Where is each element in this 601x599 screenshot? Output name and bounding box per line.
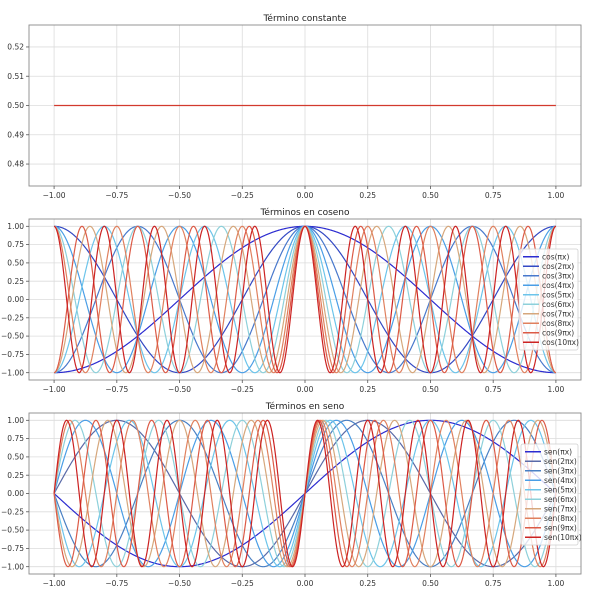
x-tick-label: 0.00 [297, 579, 314, 588]
y-tick-label: 1.00 [7, 222, 24, 231]
series-lines [53, 419, 557, 568]
x-tick-label: 0.75 [485, 385, 502, 394]
legend-label: sen(4πx) [544, 476, 577, 485]
x-axis-ticks: −1.00 −0.75 −0.50 −0.25 0.00 0.25 0.50 0.75 1.00 [43, 380, 565, 394]
y-tick-label: 0.75 [7, 434, 24, 443]
x-tick-label: −0.50 [168, 385, 191, 394]
y-tick-label: 0.75 [7, 240, 24, 249]
y-tick-label: 0.51 [7, 72, 24, 81]
y-tick-label: 0.00 [7, 489, 24, 498]
x-tick-label: −0.25 [231, 191, 254, 200]
legend: cos(πx)cos(2πx)cos(3πx)cos(4πx)cos(5πx)c… [518, 248, 579, 351]
x-tick-label: 0.25 [359, 385, 376, 394]
legend-label: sen(6πx) [544, 495, 577, 504]
x-tick-label: 0.50 [422, 191, 439, 200]
legend-label: sen(8πx) [544, 514, 577, 523]
legend: sen(πx)sen(2πx)sen(3πx)sen(4πx)sen(5πx)s… [520, 443, 582, 546]
legend-label: cos(7πx) [542, 309, 574, 318]
subplot-sine-terms: Términos en seno −1.00 −0.75 −0.50 −0.25 0.00… [1, 401, 582, 588]
y-tick-label: −0.50 [1, 332, 24, 341]
y-tick-label: −1.00 [1, 368, 24, 377]
y-tick-label: 0.00 [7, 295, 24, 304]
y-tick-label: 0.50 [7, 453, 24, 462]
x-tick-label: −0.75 [105, 579, 128, 588]
grid [29, 219, 581, 380]
x-tick-label: −1.00 [43, 579, 66, 588]
subplot-cosine-terms: Términos en coseno −1.00 −0.75 −0.50 −0.25 0.… [1, 207, 582, 394]
x-tick-label: −1.00 [43, 191, 66, 200]
y-tick-label: −0.75 [1, 544, 24, 553]
y-tick-label: −0.75 [1, 350, 24, 359]
x-tick-label: 1.00 [548, 385, 565, 394]
legend-label: cos(4πx) [542, 281, 574, 290]
chart-title: Términos en seno [265, 401, 345, 412]
series-line [53, 225, 557, 374]
series-lines [53, 225, 557, 374]
y-tick-label: 0.25 [7, 277, 24, 286]
y-tick-label: 0.52 [7, 43, 24, 52]
legend-label: cos(6πx) [542, 300, 574, 309]
x-axis-ticks: −1.00 −0.75 −0.50 −0.25 0.00 0.25 0.50 0.75 1.00 [43, 574, 565, 588]
x-tick-label: 0.25 [359, 191, 376, 200]
legend-label: cos(9πx) [542, 328, 574, 337]
x-tick-label: −1.00 [43, 385, 66, 394]
x-tick-label: −0.50 [168, 579, 191, 588]
legend-label: cos(2πx) [542, 262, 574, 271]
legend-label: cos(3πx) [542, 271, 574, 280]
x-tick-label: −0.75 [105, 385, 128, 394]
legend-label: sen(5πx) [544, 485, 577, 494]
x-axis-ticks: −1.00 −0.75 −0.50 −0.25 0.00 0.25 0.50 0.75 1.00 [43, 186, 565, 200]
y-tick-label: −0.50 [1, 526, 24, 535]
x-tick-label: −0.25 [231, 579, 254, 588]
x-tick-label: 1.00 [548, 191, 565, 200]
legend-label: sen(7πx) [544, 504, 577, 513]
y-tick-label: 0.50 [7, 259, 24, 268]
y-axis-ticks: 0.48 0.49 0.50 0.51 0.52 [7, 43, 29, 169]
y-axis-ticks: −1.00 −0.75 −0.50 −0.25 0.00 0.25 0.50 0.75 1.00 [1, 222, 29, 377]
y-tick-label: 0.49 [7, 130, 24, 139]
x-tick-label: 1.00 [548, 579, 565, 588]
x-tick-label: 0.75 [485, 579, 502, 588]
y-tick-label: −1.00 [1, 562, 24, 571]
legend-label: sen(9πx) [544, 523, 577, 532]
x-tick-label: 0.25 [359, 579, 376, 588]
y-tick-label: −0.25 [1, 507, 24, 516]
y-tick-label: 0.50 [7, 101, 24, 110]
legend-label: cos(10πx) [542, 338, 579, 347]
chart-title: Término constante [262, 13, 347, 24]
legend-label: cos(8πx) [542, 319, 574, 328]
x-tick-label: 0.00 [297, 191, 314, 200]
legend-label: sen(10πx) [544, 533, 582, 542]
subplot-constant-term: Término constante −1.00 −0.75 −0.50 −0.25 0.0… [7, 13, 582, 200]
x-tick-label: −0.75 [105, 191, 128, 200]
x-tick-label: 0.00 [297, 385, 314, 394]
x-tick-label: 0.75 [485, 191, 502, 200]
legend-label: sen(2πx) [544, 457, 577, 466]
x-tick-label: 0.50 [422, 385, 439, 394]
chart-title: Términos en coseno [259, 207, 350, 218]
x-tick-label: 0.50 [422, 579, 439, 588]
legend-label: cos(5πx) [542, 290, 574, 299]
y-tick-label: 1.00 [7, 416, 24, 425]
x-tick-label: −0.25 [231, 385, 254, 394]
x-tick-label: −0.50 [168, 191, 191, 200]
y-tick-label: −0.25 [1, 313, 24, 322]
series-line [53, 419, 557, 568]
legend-label: cos(πx) [542, 252, 569, 261]
y-tick-label: 0.48 [7, 160, 24, 169]
legend-label: sen(πx) [544, 447, 572, 456]
y-tick-label: 0.25 [7, 471, 24, 480]
legend-label: sen(3πx) [544, 466, 577, 475]
y-axis-ticks: −1.00 −0.75 −0.50 −0.25 0.00 0.25 0.50 0.75 1.00 [1, 416, 29, 571]
